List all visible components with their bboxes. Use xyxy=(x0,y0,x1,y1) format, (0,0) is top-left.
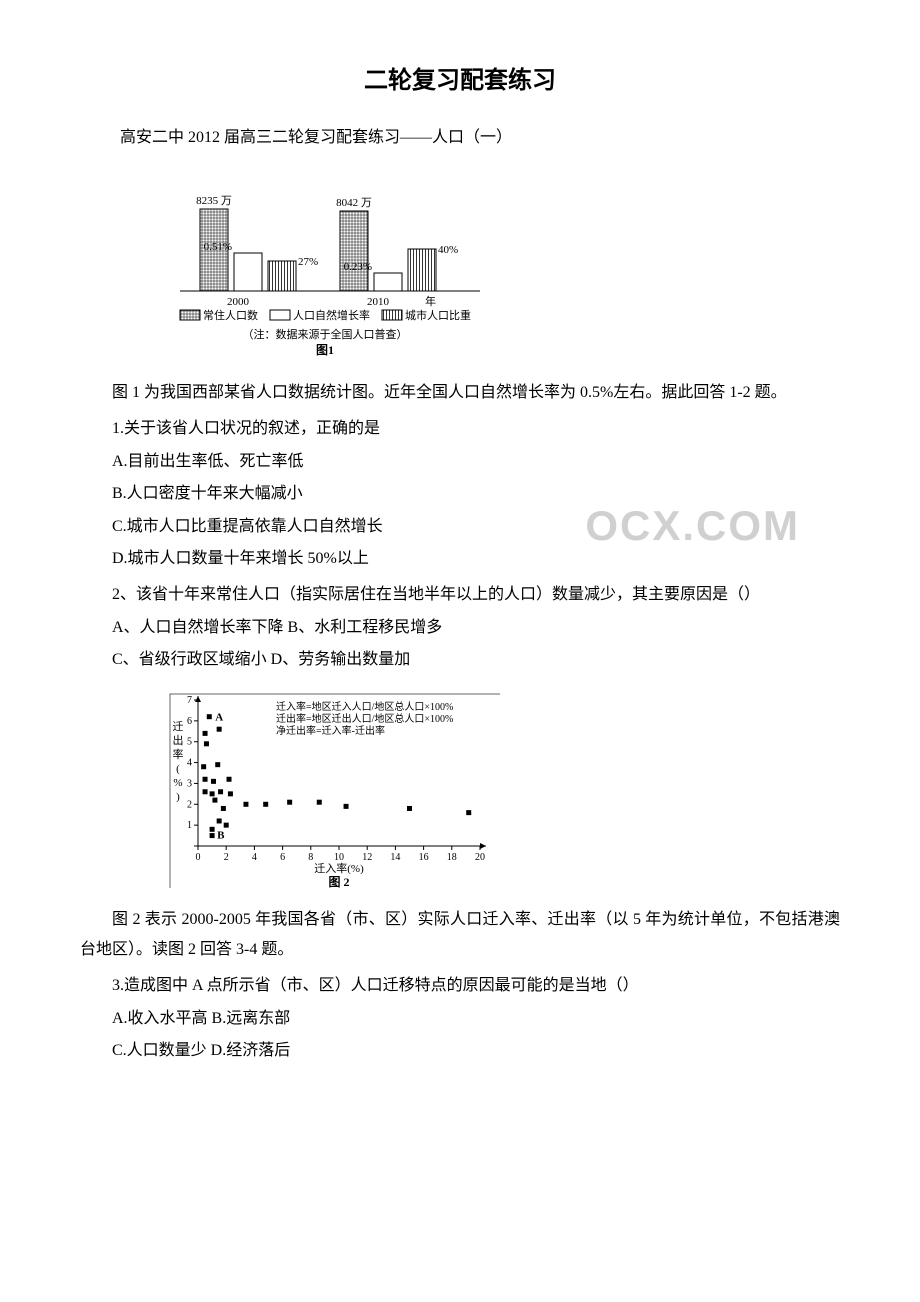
svg-text:%: % xyxy=(173,777,182,789)
svg-text:18: 18 xyxy=(447,852,457,863)
figure-1: 8235 万 0.51% 27% 2000 8042 万 0.23% 40% 2010 年常住人… xyxy=(160,161,840,366)
page-title: 二轮复习配套练习 xyxy=(80,60,840,95)
svg-text:0.51%: 0.51% xyxy=(204,241,232,253)
svg-text:5: 5 xyxy=(187,736,192,747)
svg-text:8042 万: 8042 万 xyxy=(336,197,372,209)
svg-text:2000: 2000 xyxy=(227,296,250,308)
svg-text:率: 率 xyxy=(173,747,184,761)
chart-1-svg: 8235 万 0.51% 27% 2000 8042 万 0.23% 40% 2010 年常住人… xyxy=(160,161,490,361)
svg-text:12: 12 xyxy=(362,852,372,863)
svg-text:20: 20 xyxy=(475,852,485,863)
svg-text:2010: 2010 xyxy=(367,296,390,308)
paragraph-fig2: 图 2 表示 2000-2005 年我国各省（市、区）实际人口迁入率、迁出率（以… xyxy=(80,905,840,966)
svg-text:0.23%: 0.23% xyxy=(344,261,372,273)
svg-text:常住人口数: 常住人口数 xyxy=(203,308,258,322)
svg-text:图 2: 图 2 xyxy=(328,875,349,888)
question-2: 2、该省十年来常住人口（指实际居住在当地半年以上的人口）数量减少，其主要原因是（… xyxy=(80,580,840,610)
q3-option-ab: A.收入水平高 B.远离东部 xyxy=(80,1004,840,1034)
q2-option-cd: C、省级行政区域缩小 D、劳务输出数量加 xyxy=(80,645,840,675)
svg-text:B: B xyxy=(217,829,225,841)
svg-text:出: 出 xyxy=(173,733,184,747)
q1-option-d: D.城市人口数量十年来增长 50%以上 xyxy=(80,544,840,574)
svg-text:迁: 迁 xyxy=(173,720,184,733)
q1-option-b: B.人口密度十年来大幅减小 xyxy=(80,479,840,509)
question-3: 3.造成图中 A 点所示省（市、区）人口迁移特点的原因最可能的是当地（） xyxy=(80,971,840,1001)
svg-text:A: A xyxy=(215,711,223,723)
q1-option-a: A.目前出生率低、死亡率低 xyxy=(80,447,840,477)
svg-text:6: 6 xyxy=(187,715,192,726)
svg-text:迁出率=地区迁出人口/地区总人口×100%: 迁出率=地区迁出人口/地区总人口×100% xyxy=(276,712,453,725)
svg-text:40%: 40% xyxy=(438,244,458,256)
svg-text:4: 4 xyxy=(252,852,257,863)
svg-text:6: 6 xyxy=(280,852,285,863)
svg-text:7: 7 xyxy=(187,695,192,706)
svg-text:8235 万: 8235 万 xyxy=(196,195,232,207)
svg-text:3: 3 xyxy=(187,778,192,789)
q1-option-c: C.城市人口比重提高依靠人口自然增长 xyxy=(80,512,840,542)
svg-text:16: 16 xyxy=(419,852,429,863)
svg-text:4: 4 xyxy=(187,757,192,768)
svg-text:年: 年 xyxy=(425,294,436,308)
svg-text:城市人口比重: 城市人口比重 xyxy=(405,308,471,322)
svg-text:): ) xyxy=(176,791,180,803)
svg-text:净迁出率=迁入率-迁出率: 净迁出率=迁入率-迁出率 xyxy=(276,724,385,737)
figure-2: 024681012141618201234567迁入率(%)迁出率(%)AB迁入… xyxy=(160,688,840,893)
question-1: 1.关于该省人口状况的叙述，正确的是 xyxy=(80,414,840,444)
svg-text:10: 10 xyxy=(334,852,344,863)
svg-text:人口自然增长率: 人口自然增长率 xyxy=(293,308,370,322)
svg-text:迁入率(%): 迁入率(%) xyxy=(314,861,364,875)
subtitle: 高安二中 2012 届高三二轮复习配套练习——人口（一） xyxy=(120,123,840,147)
svg-text:图1: 图1 xyxy=(316,343,334,357)
svg-text:14: 14 xyxy=(390,852,400,863)
q2-option-ab: A、人口自然增长率下降 B、水利工程移民增多 xyxy=(80,613,840,643)
svg-text:0: 0 xyxy=(196,852,201,863)
chart-2-svg: 024681012141618201234567迁入率(%)迁出率(%)AB迁入… xyxy=(160,688,500,888)
svg-text:2: 2 xyxy=(224,852,229,863)
svg-text:2: 2 xyxy=(187,799,192,810)
svg-text:(: ( xyxy=(176,763,180,775)
svg-text:8: 8 xyxy=(308,852,313,863)
svg-text:1: 1 xyxy=(187,820,192,831)
paragraph-fig1: 图 1 为我国西部某省人口数据统计图。近年全国人口自然增长率为 0.5%左右。据… xyxy=(80,378,840,408)
q3-option-cd: C.人口数量少 D.经济落后 xyxy=(80,1036,840,1066)
svg-text:（注：数据来源于全国人口普查）: （注：数据来源于全国人口普查） xyxy=(243,327,408,341)
svg-text:迁入率=地区迁入人口/地区总人口×100%: 迁入率=地区迁入人口/地区总人口×100% xyxy=(276,700,453,713)
svg-text:27%: 27% xyxy=(298,256,318,268)
